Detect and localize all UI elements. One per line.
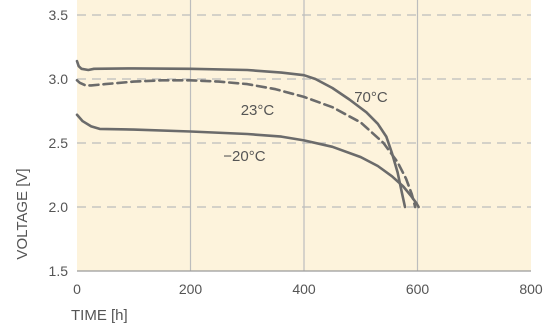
y-tick-label: 3.0 — [49, 71, 69, 87]
y-axis-title: VOLTAGE [V] — [14, 168, 31, 259]
series-line-1 — [75, 79, 417, 209]
x-tick-label: 400 — [292, 281, 316, 297]
series-line-2 — [75, 113, 420, 209]
x-tick-label: 0 — [73, 281, 81, 297]
x-tick-label: 800 — [519, 281, 543, 297]
series-labels: 70°C 23°C −20°C — [223, 89, 388, 165]
y-tick-label: 3.5 — [49, 7, 69, 23]
series-label-0: 70°C — [354, 89, 388, 106]
series-label-1: 23°C — [241, 102, 275, 119]
y-tick-label: 2.0 — [49, 199, 69, 215]
x-tick-label: 200 — [179, 281, 203, 297]
gridlines — [77, 0, 531, 272]
series-label-2: −20°C — [223, 148, 265, 165]
y-tick-label: 2.5 — [49, 135, 69, 151]
series-line-0 — [75, 59, 407, 209]
tick-labels: 0 200 400 600 800 1.5 2.0 2.5 3.0 3.5 — [49, 7, 543, 297]
x-axis-title: TIME [h] — [71, 307, 128, 324]
series-lines — [75, 59, 420, 209]
y-tick-label: 1.5 — [49, 263, 69, 279]
x-tick-label: 600 — [406, 281, 430, 297]
